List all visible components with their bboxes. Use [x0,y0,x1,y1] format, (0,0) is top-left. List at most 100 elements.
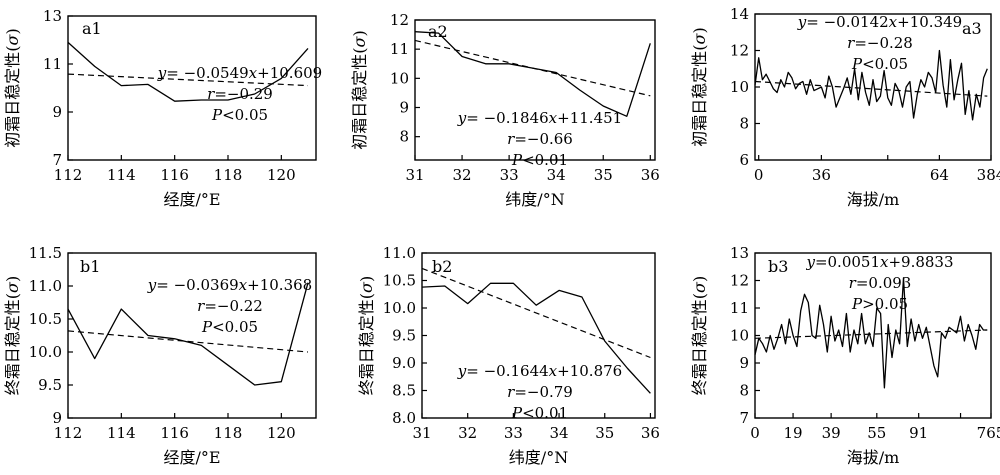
x-tick-label: 32 [453,166,472,184]
y-tick-label: 9 [739,354,749,372]
x-tick-label: 0 [750,424,760,442]
correlation-r: r=0.093 [849,274,912,292]
y-axis-title: 初霜日稳定性(σ) [3,28,22,147]
x-tick-label: 118 [214,424,243,442]
x-tick-label: 64 [930,166,949,184]
x-axis-title: 经度/°E [163,448,220,467]
y-tick-label: 9 [52,409,62,427]
y-tick-label: 11.0 [383,244,416,262]
data-line-a2 [414,31,651,117]
x-axis-title: 经度/°E [163,190,220,209]
y-tick-label: 13 [730,244,749,262]
trend-line-a3 [754,80,988,97]
y-tick-label: 9.5 [38,376,62,394]
regression-equation: y=0.0051x+9.8833 [805,253,953,271]
x-tick-label: 384 [977,166,1000,184]
y-tick-label: 10 [730,327,749,345]
chart-panel-a2: 8 9 10 11 12 31 32 33 34 35 36 纬度/°N 初霜日稳定性(σ) a2 y= −… [350,11,660,209]
x-axis-title: 纬度/°N [505,190,564,209]
y-axis-title: 终霜日稳定性(σ) [3,276,22,395]
data-line-b1 [67,282,309,386]
plot-frame-a2 [414,19,656,161]
p-value: P>0.05 [851,295,908,313]
y-tick-label: 9.5 [392,327,416,345]
x-tick-label: 35 [594,166,613,184]
x-tick-label: 36 [641,424,660,442]
y-tick-label: 8.0 [392,409,416,427]
y-tick-label: 11 [43,55,62,73]
y-axis-title: 初霜日稳定性(σ) [350,30,369,149]
x-tick-label: 116 [160,166,189,184]
y-tick-label: 7 [739,409,749,427]
y-axis-title: 终霜日稳定性(σ) [357,276,376,395]
correlation-r: r=−0.22 [197,297,263,315]
panel-label-b2: b2 [432,257,452,276]
y-tick-label: 10.0 [383,299,416,317]
regression-equation: y= −0.0549x+10.609 [157,64,322,82]
y-tick-label: 12 [390,11,409,29]
data-line-b3 [754,277,988,389]
y-tick-label: 13 [43,7,62,25]
p-value: P<0.05 [201,318,258,336]
correlation-r: r=−0.66 [507,130,573,148]
regression-equation: y= −0.1846x+11.451 [457,109,622,127]
x-tick-label: 36 [641,166,660,184]
panel-label-b3: b3 [768,257,788,276]
trend-line-a1 [67,73,309,87]
x-axis-title: 海拔/m [847,448,900,467]
y-tick-label: 10 [390,69,409,87]
x-tick-label: 120 [267,166,296,184]
x-tick-label: 112 [54,166,83,184]
x-tick-label: 116 [160,424,189,442]
y-tick-label: 10.5 [383,272,416,290]
x-tick-label: 114 [107,424,136,442]
chart-panel-b1: 9 9.5 10.0 10.5 11.0 11.5 112 114 116 118 120 经度/°E… [3,244,317,467]
trend-line-b1 [67,330,309,353]
p-value: P<0.01 [511,404,568,422]
chart-panel-a3: 6 8 10 12 14 0 36 64 384 海拔/m 初霜日稳定性(σ) a3y= −0.014… [690,5,1000,209]
x-tick-label: 35 [595,424,614,442]
x-tick-label: 19 [784,424,803,442]
y-tick-label: 9 [52,103,62,121]
x-tick-label: 91 [909,424,928,442]
y-tick-label: 11.0 [29,277,62,295]
panel-label-a2: a2 [428,22,448,41]
p-value: P<0.01 [511,151,568,169]
x-tick-label: 39 [822,424,841,442]
correlation-r: r=−0.28 [847,34,913,52]
regression-equation: y= −0.0142x+10.349 [797,13,962,31]
p-value: P<0.05 [211,106,268,124]
x-tick-label: 112 [54,424,83,442]
y-tick-label: 8 [399,128,409,146]
y-tick-label: 12 [730,272,749,290]
y-tick-label: 12 [730,42,749,60]
y-axis-title: 初霜日稳定性(σ) [690,27,709,146]
y-tick-label: 8 [739,382,749,400]
y-tick-label: 10.5 [29,310,62,328]
y-tick-label: 8.5 [392,382,416,400]
correlation-r: r=−0.29 [207,85,273,103]
chart-panel-b3: 7 8 9 10 11 12 13 0 19 39 55 91 765 海拔/m 终霜日稳定性(σ) b3 y=… [690,244,1000,467]
y-tick-label: 10 [730,78,749,96]
trend-line-b2 [421,267,651,359]
data-line-b2 [421,282,651,394]
panel-label-a3: a3 [962,19,982,38]
chart-panel-b2: 8.0 8.5 9.0 9.5 10.0 10.5 11.0 31 32 33 34 35 36 纬度/°… [357,244,660,467]
x-tick-label: 31 [405,166,424,184]
y-tick-label: 11 [730,299,749,317]
x-tick-label: 120 [267,424,296,442]
p-value: P<0.05 [851,55,908,73]
x-tick-label: 55 [867,424,886,442]
x-tick-label: 114 [107,166,136,184]
chart-panel-a1: 7 9 11 13 112 114 116 118 120 经度/°E 初霜日稳定性(σ) a1 y= … [3,7,322,209]
y-tick-label: 8 [739,115,749,133]
trend-line-a2 [414,39,651,97]
y-tick-label: 10.0 [29,343,62,361]
y-axis-title: 终霜日稳定性(σ) [690,276,709,395]
regression-equation: y= −0.1644x+10.876 [457,362,622,380]
y-tick-label: 7 [52,151,62,169]
plot-frame-b1 [67,252,317,419]
panel-label-a1: a1 [82,19,102,38]
y-tick-label: 14 [730,5,749,23]
